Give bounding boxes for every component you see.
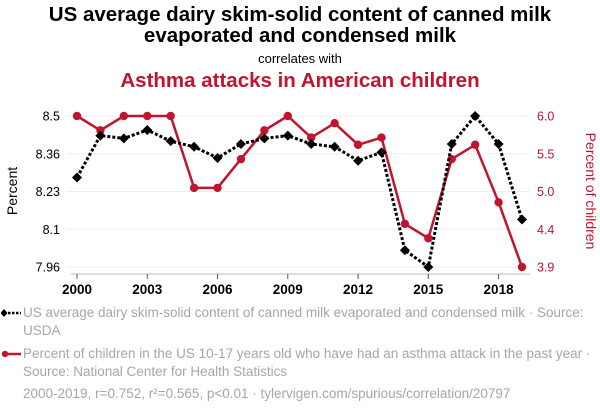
x-tick-label: 2006 xyxy=(203,282,234,297)
data-point-dairy xyxy=(189,141,200,152)
data-point-dairy xyxy=(353,155,364,166)
data-point-asthma xyxy=(330,118,339,128)
data-point-asthma xyxy=(96,126,105,135)
x-tick-label: 2015 xyxy=(413,282,444,297)
chart-title: US average dairy skim-solid content of c… xyxy=(48,3,552,47)
data-point-dairy xyxy=(493,138,504,149)
data-point-asthma xyxy=(213,183,222,193)
y-tick-label-left: 8.36 xyxy=(36,147,60,161)
axes: 8.5 6.0 8.36 5.5 8.23 5.0 8.1 4.4 7.96 3.9 2000 200… xyxy=(36,110,555,298)
legend-text-asthma: Percent of children in the US 10-17 year… xyxy=(23,346,591,379)
x-tick-label: 2000 xyxy=(62,282,92,297)
legend-text-dairy: US average dairy skim-solid content of c… xyxy=(23,305,584,338)
data-point-asthma xyxy=(494,198,503,207)
data-point-asthma xyxy=(236,154,246,164)
data-point-dairy xyxy=(423,262,434,272)
legend-marker-dairy-icon xyxy=(1,309,21,317)
data-point-dairy xyxy=(212,152,223,163)
chart-subtitle: correlates with xyxy=(258,51,342,66)
data-point-asthma xyxy=(470,140,480,149)
legend-item-dairy: US average dairy skim-solid content of c… xyxy=(1,304,593,340)
y-tick-label-right: 5.0 xyxy=(537,185,554,199)
data-point-asthma xyxy=(424,234,433,243)
data-point-dairy xyxy=(235,138,246,149)
y-axis-label-left: Percent xyxy=(4,167,20,215)
data-point-asthma xyxy=(72,111,82,121)
data-point-asthma xyxy=(189,183,199,193)
data-point-dairy xyxy=(306,138,317,149)
y-tick-label-left: 8.23 xyxy=(36,185,60,199)
data-point-dairy xyxy=(329,141,340,152)
data-point-dairy xyxy=(72,172,82,183)
y-tick-label-left: 8.5 xyxy=(43,110,60,124)
data-point-dairy xyxy=(142,124,153,135)
y-tick-label-right: 4.4 xyxy=(537,223,554,237)
data-point-asthma xyxy=(400,219,410,229)
y-tick-label-left: 7.96 xyxy=(36,261,60,275)
data-point-asthma xyxy=(353,140,363,149)
series-line-dairy xyxy=(75,114,524,269)
data-point-asthma xyxy=(119,111,129,121)
x-tick-label: 2003 xyxy=(132,282,163,297)
data-point-dairy xyxy=(399,245,410,256)
y-axis-label-right: Percent of children xyxy=(583,133,599,250)
data-point-dairy xyxy=(376,147,387,158)
x-tick-label: 2009 xyxy=(273,282,303,297)
series-layer xyxy=(72,111,527,272)
data-point-dairy xyxy=(259,133,270,144)
data-point-dairy xyxy=(517,214,527,225)
x-tick-label: 2012 xyxy=(343,282,373,297)
data-point-dairy xyxy=(95,130,106,141)
data-point-asthma xyxy=(260,126,269,135)
x-tick-label: 2018 xyxy=(484,282,515,297)
chart-title-secondary: Asthma attacks in American children xyxy=(120,69,480,92)
legend-marker-asthma-icon xyxy=(1,350,21,358)
y-tick-label-right: 3.9 xyxy=(537,261,554,275)
data-point-asthma xyxy=(517,262,527,272)
data-point-asthma xyxy=(283,111,292,121)
y-tick-label-left: 8.1 xyxy=(43,223,60,237)
y-tick-label-right: 5.5 xyxy=(537,147,554,161)
data-point-dairy xyxy=(165,136,176,147)
data-point-dairy xyxy=(282,130,293,141)
data-point-dairy xyxy=(118,133,129,144)
data-point-asthma xyxy=(377,133,386,142)
gridlines xyxy=(67,115,530,268)
data-point-dairy xyxy=(446,138,457,149)
footer-stats: 2000-2019, r=0.752, r²=0.565, p<0.01 · t… xyxy=(23,386,511,401)
data-point-asthma xyxy=(166,111,175,121)
data-point-dairy xyxy=(470,111,481,121)
y-tick-label-right: 6.0 xyxy=(537,110,554,124)
data-point-asthma xyxy=(143,111,152,121)
legend-item-asthma: Percent of children in the US 10-17 year… xyxy=(1,345,593,381)
data-point-asthma xyxy=(307,133,316,142)
